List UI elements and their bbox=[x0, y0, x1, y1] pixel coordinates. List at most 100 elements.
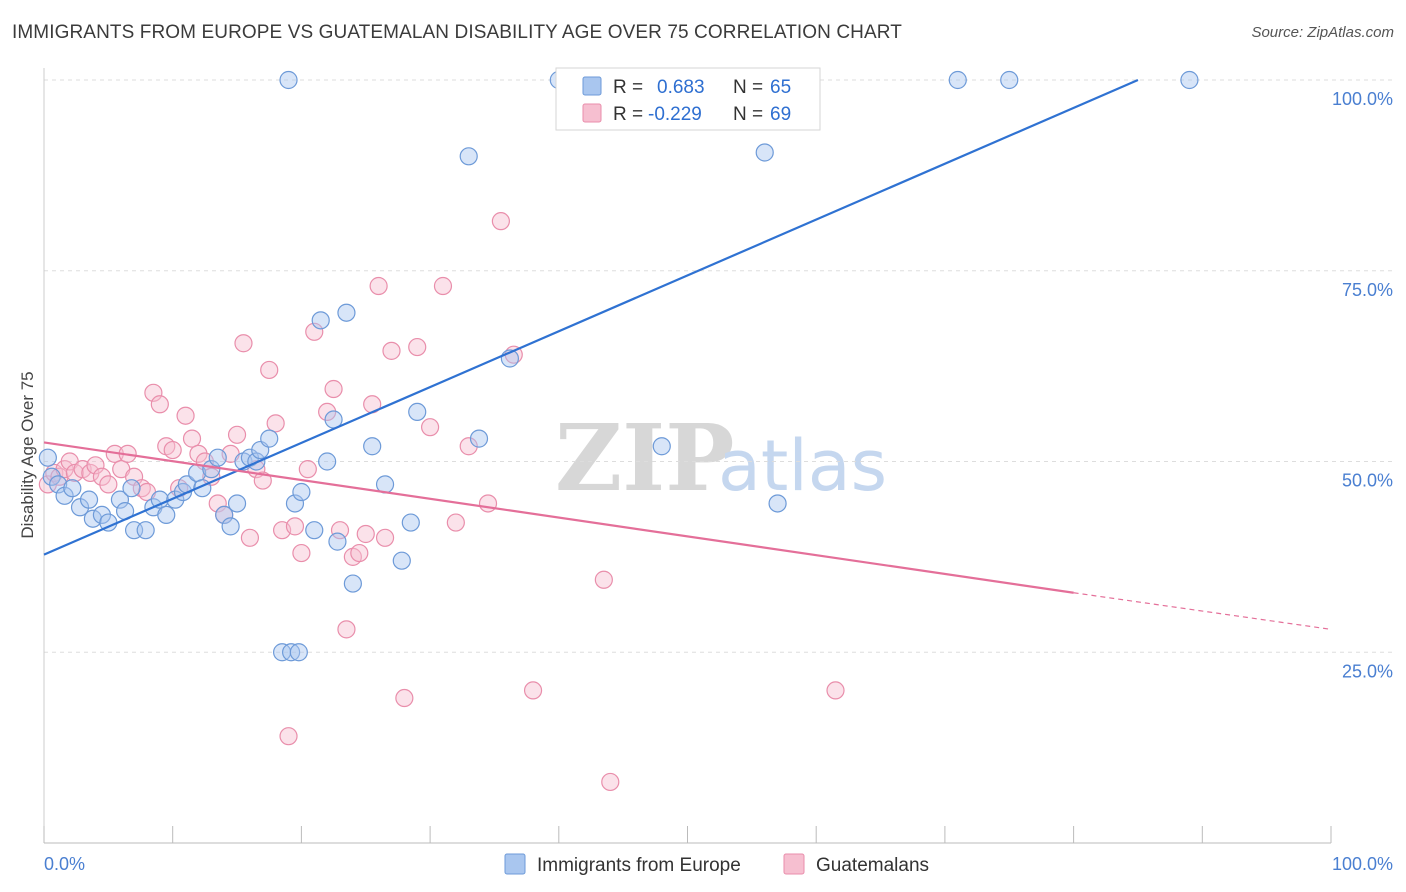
data-point-europe-4 bbox=[63, 479, 82, 498]
data-point-guatemalans-46 bbox=[337, 620, 356, 639]
data-point-guatemalans-41 bbox=[298, 460, 317, 479]
data-point-europe-44 bbox=[337, 303, 356, 322]
data-point-guatemalans-52 bbox=[375, 528, 395, 547]
data-point-guatemalans-23 bbox=[182, 429, 202, 448]
legend-n-value-1: 65 bbox=[770, 77, 791, 98]
legend-swatch-guatemalans bbox=[582, 103, 602, 123]
data-point-guatemalans-45 bbox=[330, 521, 350, 540]
data-point-guatemalans-10 bbox=[99, 475, 118, 494]
data-point-guatemalans-31 bbox=[234, 334, 253, 353]
y-axis-label: Disability Age Over 75 bbox=[18, 371, 37, 538]
data-point-guatemalans-55 bbox=[408, 337, 427, 357]
bottom-legend-label-guatemalans: Guatemalans bbox=[816, 855, 929, 876]
data-point-europe-43 bbox=[328, 532, 347, 551]
data-point-guatemalans-22 bbox=[176, 406, 195, 425]
y-tick-label-25: 25.0% bbox=[1342, 661, 1393, 681]
data-point-europe-50 bbox=[408, 402, 427, 422]
data-point-guatemalans-36 bbox=[266, 414, 285, 433]
y-tick-label-100: 100.0% bbox=[1332, 89, 1393, 109]
watermark-atlas: atlas bbox=[718, 425, 887, 507]
grid bbox=[44, 79, 1394, 653]
legend-r-label-2: R = bbox=[613, 104, 643, 125]
data-point-guatemalans-58 bbox=[446, 513, 465, 532]
data-point-guatemalans-66 bbox=[826, 681, 845, 700]
data-point-guatemalans-51 bbox=[369, 276, 388, 296]
data-point-europe-36 bbox=[285, 494, 305, 513]
y-tick-label-50: 50.0% bbox=[1342, 471, 1393, 491]
data-point-europe-16 bbox=[150, 490, 169, 509]
legend-r-value-2: -0.229 bbox=[648, 104, 702, 125]
data-point-europe-3 bbox=[55, 486, 74, 505]
bottom-legend-swatch-europe bbox=[504, 853, 526, 875]
data-point-europe-59 bbox=[768, 494, 787, 513]
data-point-guatemalans-27 bbox=[208, 494, 227, 513]
data-point-europe-17 bbox=[157, 505, 176, 525]
data-point-europe-46 bbox=[363, 437, 382, 456]
legend-r-label-1: R = bbox=[613, 77, 643, 98]
data-point-guatemalans-57 bbox=[433, 276, 453, 296]
data-point-europe-39 bbox=[305, 521, 324, 540]
data-point-europe-58 bbox=[755, 143, 774, 162]
trend-lines bbox=[43, 78, 1332, 630]
data-point-guatemalans-38 bbox=[279, 727, 298, 746]
x-tick-label-min: 0.0% bbox=[44, 854, 85, 874]
data-point-europe-1 bbox=[42, 467, 61, 486]
data-point-guatemalans-30 bbox=[227, 425, 247, 444]
y-tick-label-75: 75.0% bbox=[1342, 280, 1393, 300]
data-point-europe-61 bbox=[1000, 70, 1019, 90]
data-point-europe-52 bbox=[469, 429, 489, 448]
watermark-zip: ZIP bbox=[555, 404, 734, 512]
series-immigrants-from-europe bbox=[38, 70, 1199, 662]
trendline-europe bbox=[43, 78, 1139, 556]
data-point-europe-57 bbox=[652, 437, 671, 456]
data-point-europe-45 bbox=[343, 574, 362, 593]
data-point-guatemalans-61 bbox=[491, 212, 510, 231]
data-point-europe-38 bbox=[292, 482, 311, 502]
data-point-europe-48 bbox=[392, 551, 411, 570]
series-guatemalans bbox=[38, 212, 845, 792]
data-point-guatemalans-48 bbox=[350, 543, 369, 563]
chart-title: IMMIGRANTS FROM EUROPE VS GUATEMALAN DIS… bbox=[12, 22, 902, 43]
legend-n-label-1: N = bbox=[733, 77, 763, 98]
data-point-guatemalans-34 bbox=[253, 471, 272, 490]
data-point-guatemalans-60 bbox=[478, 494, 498, 513]
bottom-legend-swatch-guatemalans bbox=[783, 853, 805, 875]
data-point-europe-27 bbox=[227, 494, 247, 513]
data-point-europe-60 bbox=[948, 70, 967, 90]
data-point-europe-24 bbox=[208, 448, 227, 467]
trendline-guatemalans bbox=[43, 441, 1074, 594]
data-point-europe-32 bbox=[260, 429, 279, 448]
data-point-guatemalans-20 bbox=[163, 440, 182, 460]
data-point-guatemalans-53 bbox=[382, 341, 401, 360]
data-point-guatemalans-40 bbox=[292, 543, 311, 563]
data-point-europe-14 bbox=[136, 521, 155, 540]
data-point-europe-35 bbox=[282, 643, 301, 662]
data-point-guatemalans-49 bbox=[356, 524, 375, 544]
trendline-guatemalans-extension bbox=[1073, 592, 1332, 630]
data-point-guatemalans-56 bbox=[421, 418, 440, 437]
data-point-guatemalans-18 bbox=[150, 395, 169, 414]
correlation-legend: R = 0.683 N = 65 R = -0.229 N = 69 bbox=[555, 67, 821, 131]
data-point-guatemalans-44 bbox=[324, 379, 343, 399]
data-point-europe-49 bbox=[401, 513, 420, 532]
data-point-europe-26 bbox=[221, 517, 240, 536]
data-point-guatemalans-43 bbox=[318, 402, 337, 422]
data-point-guatemalans-65 bbox=[601, 772, 620, 792]
legend-n-value-2: 69 bbox=[770, 104, 791, 125]
data-point-europe-8 bbox=[92, 505, 112, 525]
axes: 25.0% 50.0% 75.0% 100.0% 0.0% 100.0% bbox=[43, 68, 1393, 874]
data-point-guatemalans-9 bbox=[92, 467, 112, 486]
data-point-guatemalans-39 bbox=[285, 517, 305, 536]
data-point-europe-0 bbox=[38, 448, 57, 467]
legend-n-label-2: N = bbox=[733, 104, 763, 125]
data-point-guatemalans-54 bbox=[395, 688, 414, 708]
source-attribution: Source: ZipAtlas.com bbox=[1251, 24, 1394, 41]
data-point-europe-51 bbox=[459, 147, 478, 166]
data-point-europe-12 bbox=[122, 479, 141, 498]
data-point-europe-2 bbox=[49, 475, 68, 494]
data-point-guatemalans-35 bbox=[260, 360, 279, 380]
data-point-europe-34 bbox=[279, 70, 298, 90]
data-point-guatemalans-24 bbox=[189, 444, 208, 463]
data-point-europe-6 bbox=[79, 490, 99, 509]
